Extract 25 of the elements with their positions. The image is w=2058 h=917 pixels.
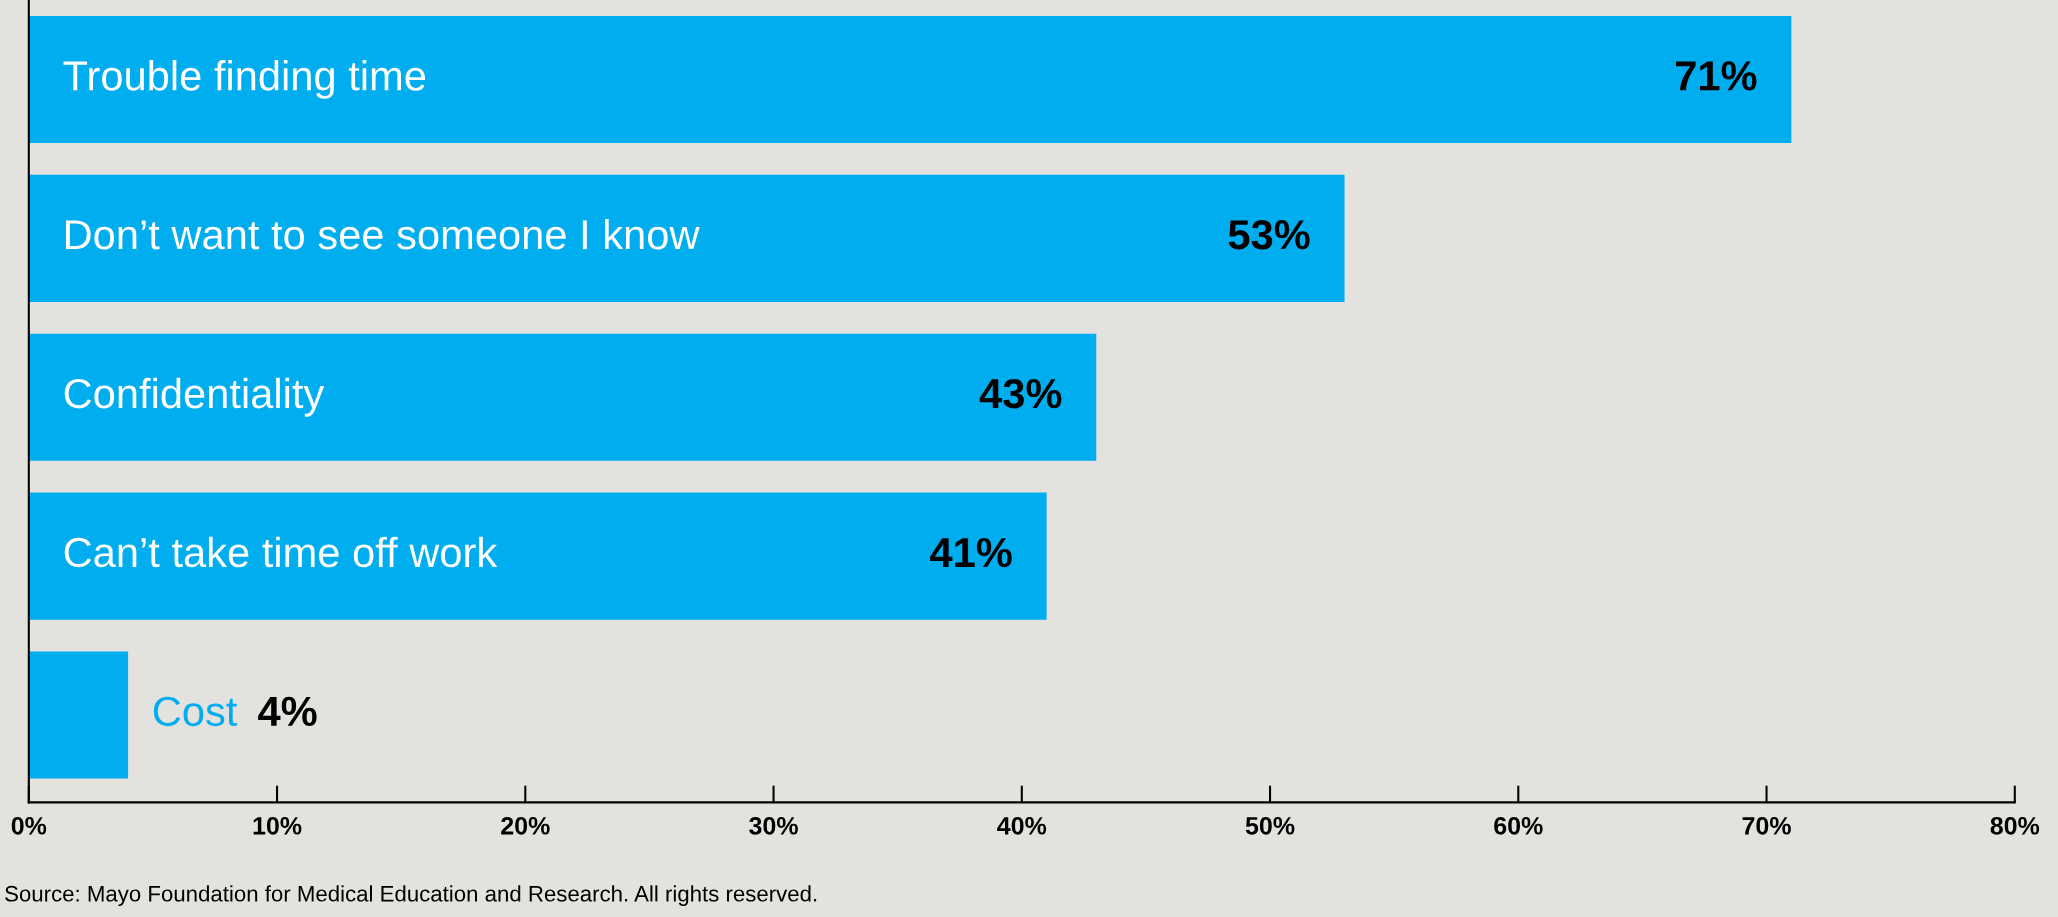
bar — [28, 15, 1792, 143]
data-label: 4% — [258, 696, 317, 727]
source-note: Source: Mayo Foundation for Medical Education and Research. All rights reserved. — [5, 885, 817, 906]
data-label: 53% — [1228, 220, 1310, 250]
x-tick-label: 50% — [1245, 816, 1295, 835]
data-label: 41% — [930, 537, 1012, 568]
x-tick-label: 30% — [749, 816, 798, 835]
bar — [28, 333, 1097, 461]
x-tick-label: 20% — [501, 816, 550, 835]
x-tick-label: 40% — [997, 816, 1047, 835]
bar — [28, 492, 1047, 620]
x-tick-label: 60% — [1494, 816, 1543, 835]
y-tick-label: Don’t want to see someone I know — [65, 218, 700, 250]
x-tick-label: 0% — [11, 816, 47, 835]
x-tick-label: 80% — [1990, 816, 2040, 835]
bar — [28, 174, 1345, 302]
y-tick-label: Trouble finding time — [63, 60, 426, 99]
x-tick-label: 10% — [253, 816, 302, 835]
y-tick-label: Confidentiality — [64, 377, 325, 417]
y-tick-label: Cost — [153, 696, 238, 727]
data-label: 71% — [1676, 61, 1757, 91]
x-tick-label: 70% — [1742, 816, 1791, 835]
y-tick-label: Can’t take time off work — [64, 536, 498, 568]
bar — [28, 651, 129, 779]
data-label: 43% — [979, 378, 1062, 409]
